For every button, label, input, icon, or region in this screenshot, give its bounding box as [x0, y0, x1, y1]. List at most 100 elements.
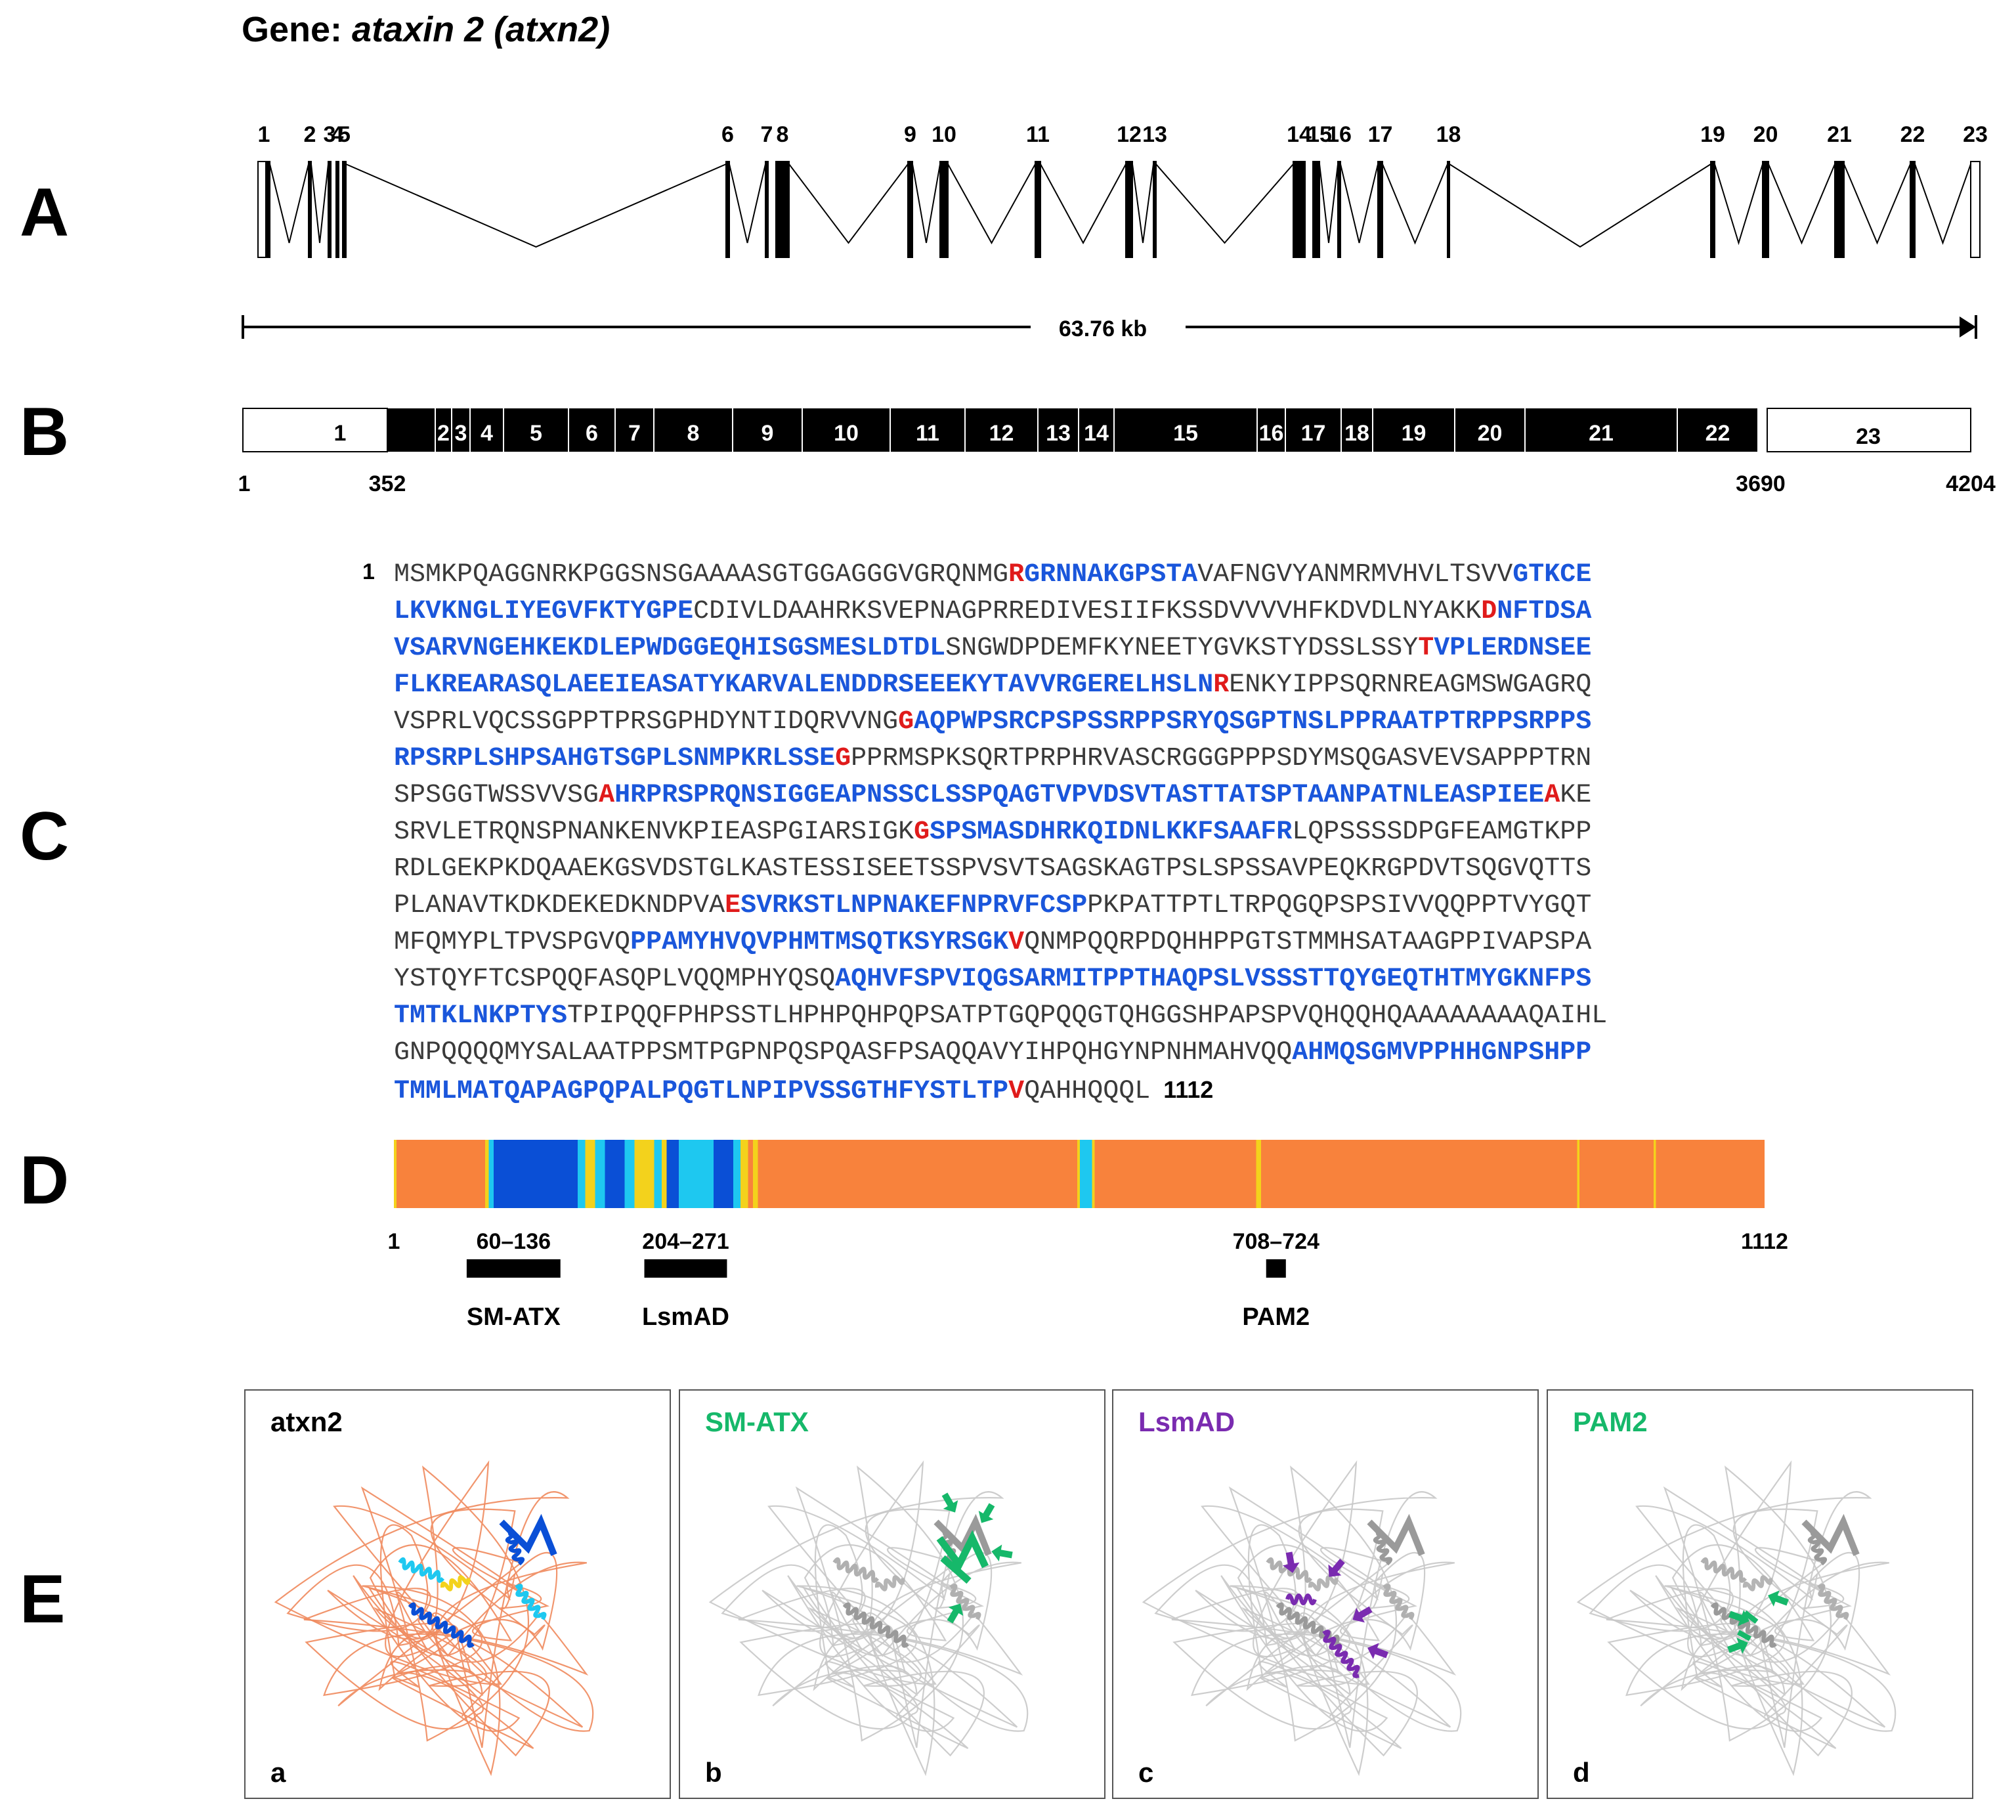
- pointer-arrow-icon: [1768, 1590, 1789, 1607]
- helix-ribbon: [949, 1584, 981, 1620]
- scale-arrowhead: [1960, 316, 1976, 337]
- sequence-line: MSMKPQAGGNRKPGGSNSGAAAASGTGGAGGGVGRQNMGR…: [394, 557, 1607, 594]
- plddt-confidence-bar: [394, 1140, 1765, 1208]
- exon-box: [1447, 161, 1450, 258]
- exon-label: 7: [761, 122, 773, 147]
- helix-ribbon: [505, 1530, 525, 1566]
- structure-subpanel-letter: a: [270, 1757, 286, 1788]
- exon-box: [328, 161, 332, 258]
- domain-name-label: LsmAD: [642, 1303, 729, 1331]
- sequence-line: SPSGGTWSSVVSGAHRPRSPRQNSIGGEAPNSSCLSSPQA…: [394, 777, 1607, 814]
- sequence-segment: LQPSSSSDPGFEAMGTKPP: [1292, 817, 1592, 847]
- exon-label: 22: [1900, 122, 1925, 147]
- intron-line: [788, 163, 909, 244]
- structured-segment: AQHVFSPVIQGSARMITPPTHAQPSLVSSSTTQYGEQTHT…: [835, 964, 1592, 994]
- domain-bar: [466, 1259, 561, 1278]
- domain-bar: [644, 1259, 727, 1278]
- exon-box: [1125, 161, 1133, 258]
- exon-box: [308, 161, 312, 258]
- structured-segment: TMMLMATQAPAGPQPALPQGTLNPIPVSSGTHFYSTLTP: [394, 1077, 1009, 1106]
- sequence-line: LKVKNGLIYEGVFKTYGPECDIVLDAAHRKSVEPNAGPRR…: [394, 594, 1607, 630]
- sequence-segment: RDLGEKPKDQAAEKGSVDSTGLKASTESSISEETSSPVSV…: [394, 854, 1592, 884]
- structured-segment: VSARVNGEHKEKDLEPWDGGEQHISGSMESLDTDL: [394, 634, 946, 663]
- variant-residue: E: [725, 891, 741, 921]
- variant-residue: T: [1418, 634, 1434, 663]
- exon-label: 2: [304, 122, 316, 147]
- structure-panel-d: PAM2 d: [1547, 1389, 1973, 1799]
- intron-line: [1382, 163, 1448, 245]
- helix-ribbon: [515, 1584, 547, 1620]
- sequence-line: TMTKLNKPTYSTPIPQQFPHPSSTLHPHPQHPQPSATPTG…: [394, 998, 1607, 1035]
- exon-box: [765, 161, 769, 258]
- exon-box: [1153, 161, 1157, 258]
- sequence-segment: SRVLETRQNSPNANKENVKPIEASPGIARSIGK: [394, 817, 914, 847]
- panel-label-c: C: [20, 798, 70, 875]
- exon-label: 14: [1287, 122, 1312, 147]
- sequence-segment: KE: [1560, 781, 1592, 810]
- panel-label-a: A: [20, 175, 70, 251]
- exon-label: 17: [1368, 122, 1393, 147]
- intron-lines: [269, 163, 1971, 248]
- domain-range-label: 708–724: [1233, 1229, 1319, 1254]
- transcript-exon-label: 15: [1173, 421, 1198, 446]
- sequence-line: VSPRLVQCSSGPPTPRSGPHDYNTIDQRVVNGGAQPWPSR…: [394, 704, 1607, 741]
- tx-position-start: 1: [238, 471, 251, 496]
- structured-segment: NFTDSA: [1497, 597, 1592, 626]
- structure-render: [274, 1460, 594, 1777]
- pointer-arrow-icon: [1282, 1551, 1300, 1573]
- structured-segment: GTKCE: [1512, 560, 1592, 590]
- sequence-segment: CDIVLDAAHRKSVEPNAGPRREDIVESIIFKSSDVVVVHF…: [693, 597, 1482, 626]
- structured-segment: HRPRSPRQNSIGGEAPNSSCLSSPQAGTVPVDSVTASTTA…: [614, 781, 1545, 810]
- helix-ribbon: [1817, 1584, 1849, 1620]
- intron-line: [1768, 163, 1835, 245]
- pointer-arrow-icon: [1728, 1610, 1749, 1626]
- exon-label: 10: [932, 122, 956, 147]
- sequence-segment: SPSGGTWSSVVSG: [394, 781, 599, 810]
- structured-segment: SVRKSTLNPNAKEFNPRVFCSP: [740, 891, 1088, 921]
- exon-box: [725, 161, 730, 258]
- helix-ribbon: [1266, 1557, 1313, 1583]
- exon-box: [335, 161, 339, 258]
- sequence-start-index: 1: [362, 559, 375, 584]
- exon-label: 6: [721, 122, 734, 147]
- structure-subpanel-letter: d: [1573, 1757, 1590, 1788]
- transcript-exon-label: 7: [628, 421, 641, 446]
- sequence-segment: TPIPQQFPHPSSTLHPHPQHPQPSATPTGQPQQGTQHGGS…: [567, 1001, 1608, 1031]
- d-axis-start: 1: [388, 1229, 400, 1254]
- exon-label: 21: [1827, 122, 1852, 147]
- structured-segment: PPAMYHVQVPHMTMSQTKSYRSGK: [630, 928, 1009, 957]
- protein-sequence: MSMKPQAGGNRKPGGSNSGAAAASGTGGAGGGVGRQNMG R…: [394, 557, 1607, 1110]
- helix-ribbon: [440, 1575, 471, 1592]
- pointer-arrow-icon: [1328, 1559, 1345, 1577]
- sequence-end-index: 1112: [1150, 1076, 1214, 1103]
- sequence-line: GNPQQQQMYSALAATPPSMTPGPNPQSPQASFPSAQQAVY…: [394, 1035, 1607, 1072]
- beta-sheet: [1801, 1513, 1860, 1556]
- transcript-exon-label: 18: [1344, 421, 1369, 446]
- structured-segment: FLKREARASQLAEEIEASATYKARVALENDDRSEEEKYTA…: [394, 670, 1214, 700]
- coil-loops: [274, 1491, 594, 1777]
- variant-residue: G: [914, 817, 930, 847]
- helix-ribbon: [1710, 1602, 1777, 1648]
- sequence-segment: ENKYIPPSQRNREAGMSWGAGRQ: [1229, 670, 1592, 700]
- exon-box: [775, 161, 790, 258]
- structure-subpanel-letter: b: [705, 1757, 722, 1788]
- transcript-exon-label: 10: [834, 421, 859, 446]
- helix-ribbon: [874, 1575, 905, 1592]
- exon-box: [939, 161, 949, 258]
- intron-line: [1132, 163, 1154, 244]
- structure-title: atxn2: [270, 1406, 343, 1437]
- intron-line: [1843, 163, 1911, 245]
- coil-loops: [708, 1491, 1029, 1777]
- structure-title: PAM2: [1573, 1406, 1648, 1437]
- exon-label: 18: [1436, 122, 1461, 147]
- sequence-segment: SNGWDPDEMFKYNEETYGVKSTYDSSLSSY: [945, 634, 1419, 663]
- helix-ribbon: [1285, 1593, 1317, 1605]
- intron-line: [1714, 163, 1763, 246]
- sequence-segment: MSMKPQAGGNRKPGGSNSGAAAASGTGGAGGGVGRQNMG: [394, 560, 1009, 590]
- exon-box: [1337, 161, 1341, 258]
- helix-ribbon: [408, 1602, 475, 1648]
- exon-label: 8: [777, 122, 789, 147]
- helix-ribbon: [842, 1602, 909, 1648]
- tx-position-cds-start: 352: [369, 471, 406, 496]
